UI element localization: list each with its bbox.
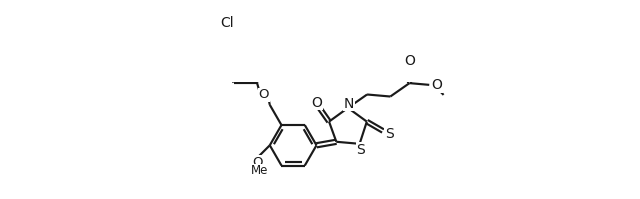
- Text: Cl: Cl: [220, 16, 234, 30]
- Text: O: O: [431, 78, 442, 92]
- Text: Me: Me: [252, 165, 269, 178]
- Text: O: O: [259, 88, 269, 101]
- Text: S: S: [356, 143, 365, 157]
- Text: O: O: [311, 96, 322, 110]
- Text: S: S: [385, 127, 394, 141]
- Text: N: N: [344, 97, 355, 111]
- Text: O: O: [253, 156, 263, 169]
- Text: O: O: [404, 54, 415, 68]
